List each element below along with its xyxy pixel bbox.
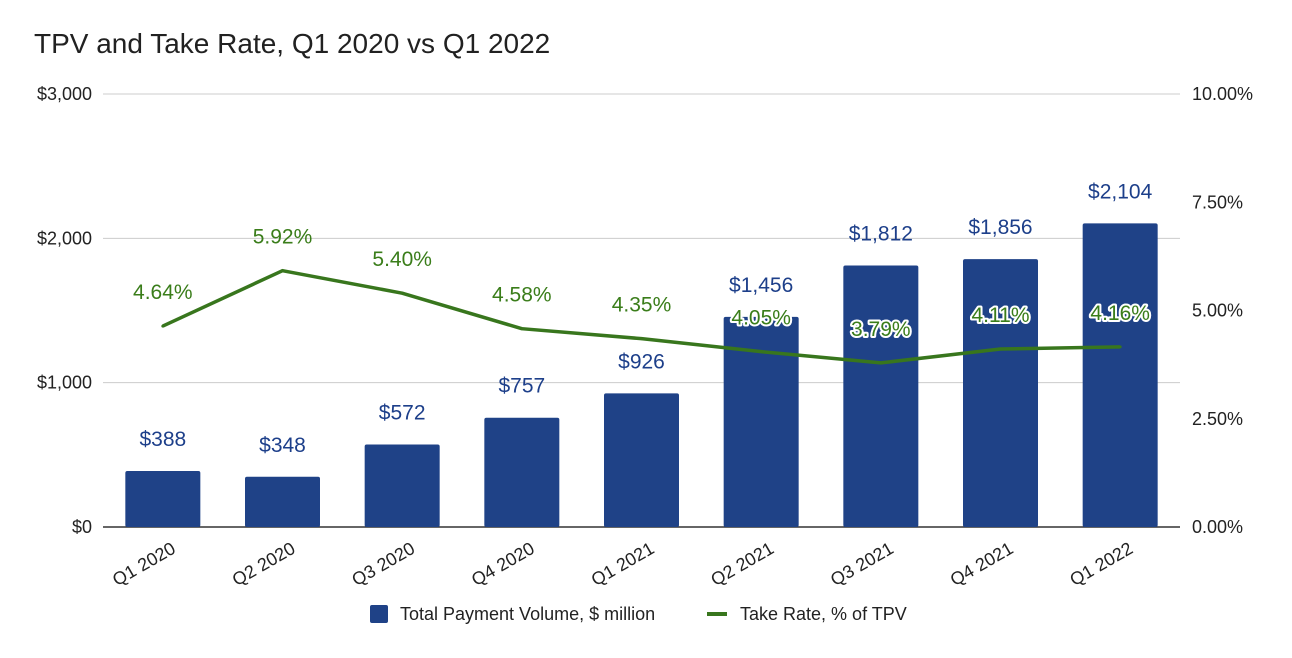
y-left-tick-label: $3,000 — [37, 84, 92, 104]
tpv-data-label: $1,812 — [849, 222, 913, 245]
tpv-bar — [484, 417, 560, 527]
x-tick-label: Q4 2021 — [947, 538, 1017, 590]
y-left-tick-label: $2,000 — [37, 228, 92, 248]
take-rate-data-label: 4.64% — [133, 281, 193, 304]
take-rate-point — [281, 269, 284, 273]
x-tick-label: Q3 2021 — [827, 538, 897, 590]
tpv-bar — [364, 444, 440, 527]
tpv-bar — [963, 259, 1038, 527]
take-rate-point — [879, 361, 883, 365]
x-tick-label: Q3 2020 — [348, 538, 418, 590]
tpv-bar — [723, 316, 799, 527]
y-right-tick-label: 10.00% — [1192, 84, 1253, 104]
tpv-data-label: $572 — [379, 401, 426, 424]
x-tick-label: Q1 2022 — [1066, 538, 1136, 590]
legend-swatch-tpv — [370, 605, 388, 623]
x-tick-label: Q2 2021 — [707, 538, 777, 590]
x-tick-label: Q2 2020 — [229, 538, 299, 590]
x-tick-label: Q4 2020 — [468, 538, 538, 590]
take-rate-point — [640, 337, 643, 341]
take-rate-point — [161, 324, 165, 328]
legend-label-tpv: Total Payment Volume, $ million — [400, 604, 655, 624]
legend-label-take-rate: Take Rate, % of TPV — [740, 604, 907, 624]
take-rate-data-label: 4.16% — [1090, 302, 1150, 325]
y-left-tick-label: $0 — [72, 517, 92, 537]
tpv-bar — [1082, 223, 1158, 527]
tpv-data-label: $388 — [139, 428, 186, 451]
tpv-data-label: $2,104 — [1088, 180, 1153, 203]
take-rate-data-label: 5.92% — [253, 226, 313, 249]
take-rate-data-label: 4.05% — [731, 307, 791, 330]
take-rate-point — [759, 350, 763, 354]
y-right-tick-label: 5.00% — [1192, 301, 1243, 321]
take-rate-data-label: 4.58% — [492, 284, 552, 307]
x-tick-label: Q1 2020 — [109, 538, 179, 590]
take-rate-data-label: 5.40% — [372, 248, 432, 271]
take-rate-data-label: 4.35% — [612, 294, 672, 317]
take-rate-data-label: 4.11% — [972, 304, 1030, 327]
tpv-bar — [843, 265, 919, 527]
tpv-data-label: $757 — [498, 375, 545, 398]
tpv-data-label: $348 — [259, 434, 306, 457]
y-right-tick-label: 2.50% — [1192, 409, 1243, 429]
chart-title: TPV and Take Rate, Q1 2020 vs Q1 2022 — [34, 28, 551, 59]
take-rate-point — [520, 327, 524, 331]
tpv-data-label: $1,456 — [729, 274, 793, 297]
take-rate-point — [999, 347, 1002, 351]
take-rate-point — [400, 291, 404, 295]
tpv-bar — [245, 476, 320, 527]
tpv-bar — [604, 393, 679, 527]
y-left-tick-label: $1,000 — [37, 373, 92, 393]
x-tick-label: Q1 2021 — [588, 538, 658, 590]
take-rate-data-label: 3.79% — [851, 318, 911, 341]
y-right-tick-label: 7.50% — [1192, 192, 1243, 212]
tpv-bar — [125, 470, 201, 527]
y-right-tick-label: 0.00% — [1192, 517, 1243, 537]
tpv-data-label: $1,856 — [968, 216, 1032, 239]
tpv-data-label: $926 — [618, 350, 665, 373]
take-rate-point — [1118, 345, 1122, 349]
